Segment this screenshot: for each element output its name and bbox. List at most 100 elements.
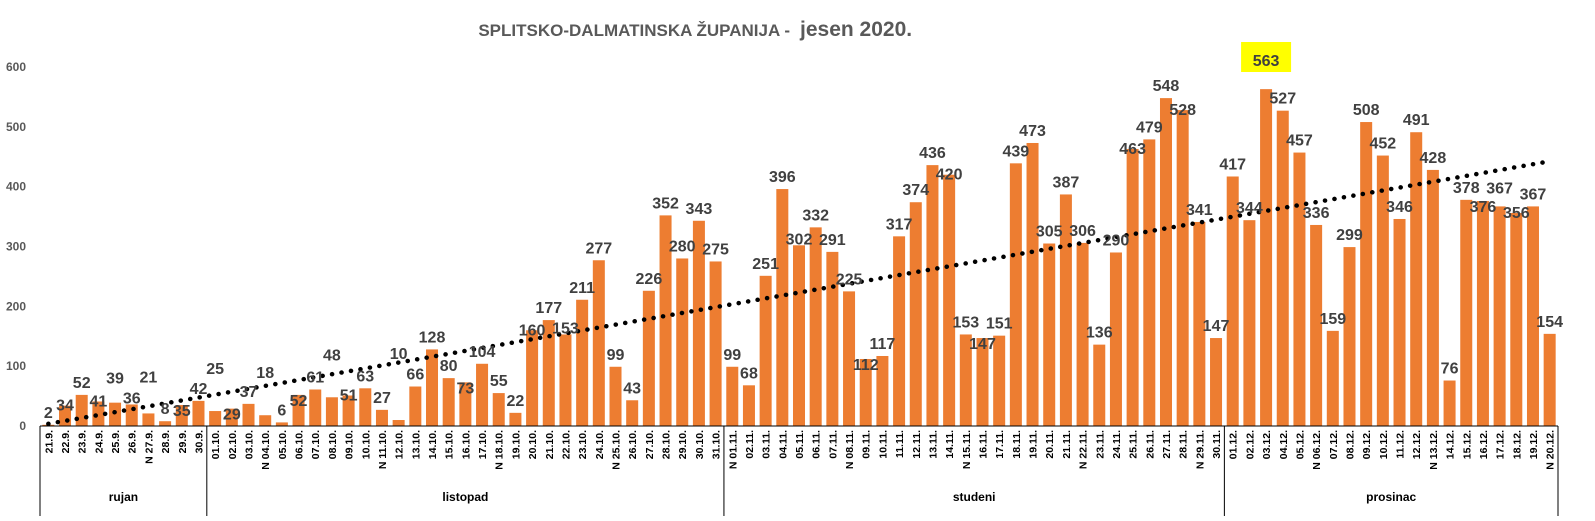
data-label: 112 [853,357,879,374]
x-tick-label: 28.11. [1178,430,1190,459]
x-tick-label: 26.11. [1144,430,1156,459]
bar [926,165,939,427]
data-label: 343 [686,201,713,218]
month-label: rujan [109,490,138,504]
x-tick-label: 08.10. [327,430,339,459]
data-label: 299 [1336,227,1363,244]
bar [1393,218,1406,426]
x-tick-label: 18.12. [1511,430,1523,459]
x-tick-label: 17.12. [1495,430,1507,459]
x-tick-label: 19.12. [1528,430,1540,459]
bar [943,174,956,426]
x-tick-label: 21.9. [43,430,55,453]
x-tick-label: 11.11. [894,430,906,458]
bar [1310,224,1323,426]
x-tick-label: 30.10. [694,430,706,459]
data-label: 21 [140,369,158,386]
x-tick-label: 15.10. [444,430,456,459]
x-tick-label: 17.11. [994,430,1006,459]
x-tick-label: 03.12. [1261,430,1273,459]
bar [92,401,105,426]
data-label: 63 [356,368,374,385]
data-label: 35 [173,403,191,420]
bar [526,330,539,426]
bar [642,290,655,426]
data-label: 341 [1186,202,1213,219]
x-tick-label: N 29.11. [1194,430,1206,469]
bar [1476,201,1489,426]
x-tick-label: 13.11. [927,430,939,459]
y-tick-label: 100 [6,359,26,373]
data-label: 452 [1369,136,1396,153]
x-tick-label: 23.10. [577,430,589,459]
data-label: 417 [1219,156,1246,173]
data-label: 2 [44,405,53,422]
bar [1343,247,1356,426]
bar [709,261,722,426]
data-label: 153 [552,320,579,337]
x-tick-label: 19.11. [1028,430,1040,459]
x-tick-label: 21.10. [544,430,556,459]
x-tick-label: 10.11. [877,430,889,459]
data-label: 55 [490,373,508,390]
x-tick-label: 16.12. [1478,430,1490,459]
x-tick-label: 01.10. [210,430,222,459]
x-tick-label: 10.10. [360,430,372,459]
data-label: 104 [469,344,496,361]
y-tick-label: 300 [6,240,26,254]
data-label: 68 [740,365,758,382]
data-label: 291 [819,232,846,249]
data-label: 439 [1003,143,1030,160]
y-tick-label: 0 [19,419,26,433]
bar [409,386,422,426]
bar [142,413,155,426]
bar [1543,333,1556,426]
data-label: 80 [440,358,458,375]
x-tick-label: 12.10. [394,430,406,459]
x-tick-label: 10.12. [1378,430,1390,459]
data-label: 51 [340,387,358,404]
bar [1526,206,1539,426]
x-tick-label: 05.12. [1294,430,1306,459]
x-tick-label: 12.12. [1411,430,1423,459]
bar [1293,152,1306,427]
x-tick-label: 27.11. [1161,430,1173,459]
x-tick-label: 22.10. [560,430,572,459]
x-tick-label: 07.10. [310,430,322,459]
bar [676,258,689,426]
bar [1243,220,1256,426]
bar [325,397,338,426]
x-tick-label: 28.9. [160,430,172,453]
data-label: 367 [1520,186,1547,203]
bar [1009,163,1022,426]
bar [726,366,739,426]
x-tick-label: 16.10. [460,430,472,459]
bar [976,338,989,426]
bar [1410,132,1423,427]
x-tick-label: N 20.12. [1545,430,1557,470]
x-tick-label: 29.9. [177,430,189,453]
bar [1126,148,1139,426]
bar [175,405,188,426]
x-tick-label: 18.11. [1011,430,1023,459]
x-tick-label: N 25.10. [611,430,623,470]
x-tick-label: N 11.10. [377,430,389,469]
bar [592,260,605,426]
data-label: 387 [1053,174,1080,191]
data-label: 160 [519,322,546,339]
bar [309,389,322,426]
data-label: 428 [1420,150,1447,167]
x-tick-label: 30.9. [193,430,205,453]
bar [1226,176,1239,426]
bar [576,299,589,426]
data-label: 528 [1169,102,1196,119]
x-tick-label: 22.9. [60,430,72,453]
x-tick-label: N 04.10. [260,430,272,470]
x-tick-label: 04.11. [777,430,789,459]
bar [959,334,972,426]
bar [1043,243,1056,426]
data-label: 356 [1503,205,1530,222]
x-tick-label: 02.10. [227,430,239,459]
data-label: 275 [702,241,729,258]
data-label: 396 [769,169,796,186]
